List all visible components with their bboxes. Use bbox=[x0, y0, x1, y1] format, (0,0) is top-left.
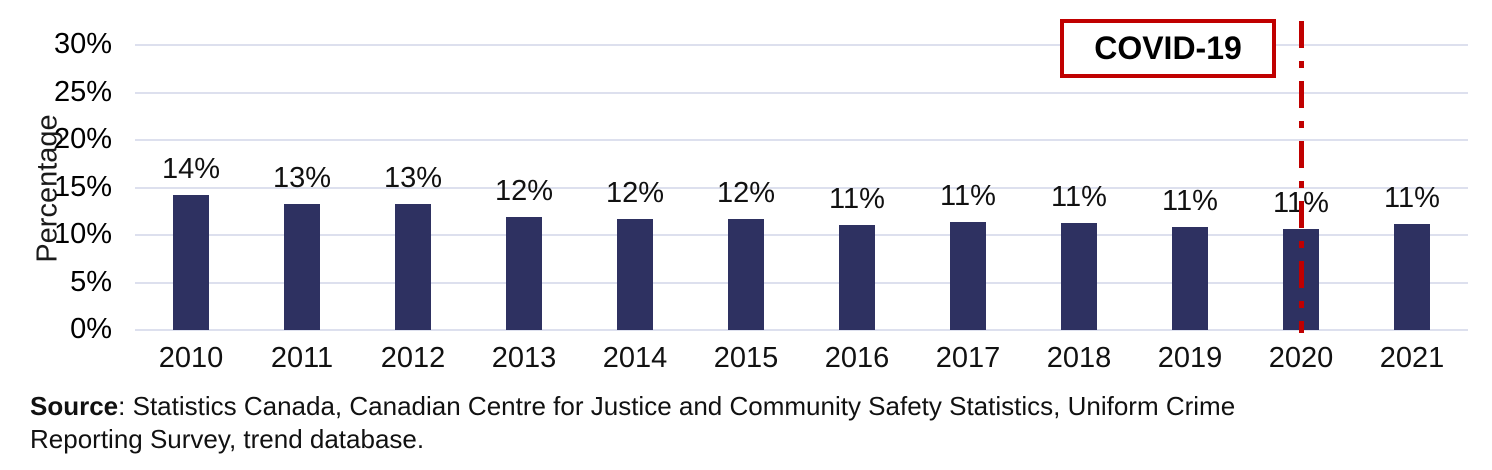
bar-value-label: 14% bbox=[161, 153, 221, 185]
x-axis-tick-label: 2016 bbox=[824, 342, 890, 374]
covid-annotation-box: COVID-19 bbox=[1060, 19, 1276, 78]
x-axis-tick-label: 2012 bbox=[380, 342, 446, 374]
x-axis-tick-label: 2020 bbox=[1268, 342, 1334, 374]
gridline bbox=[135, 44, 1468, 46]
bar-2021 bbox=[1394, 224, 1430, 330]
gridline bbox=[135, 187, 1468, 189]
x-axis-tick-label: 2010 bbox=[158, 342, 224, 374]
y-axis-tick-label: 5% bbox=[70, 266, 112, 298]
bar-2011 bbox=[284, 204, 320, 330]
bar-value-label: 13% bbox=[272, 162, 332, 194]
y-axis-tick-label: 20% bbox=[53, 123, 112, 155]
source-prefix: Source bbox=[30, 391, 119, 421]
y-axis-tick-label: 15% bbox=[53, 171, 112, 203]
y-axis-tick-label: 25% bbox=[53, 76, 112, 108]
bar-2010 bbox=[173, 195, 209, 330]
bar-value-label: 11% bbox=[940, 180, 996, 212]
bar-2016 bbox=[839, 225, 875, 330]
x-axis-tick-label: 2015 bbox=[713, 342, 779, 374]
y-axis-tick-label: 10% bbox=[53, 218, 112, 250]
bar-2014 bbox=[617, 219, 653, 330]
x-axis-tick-label: 2019 bbox=[1157, 342, 1223, 374]
covid-dash-dot-line-icon bbox=[1299, 21, 1304, 333]
x-axis-tick-label: 2011 bbox=[270, 342, 334, 374]
bar-2019 bbox=[1172, 227, 1208, 330]
source-note: Source: Statistics Canada, Canadian Cent… bbox=[30, 390, 1310, 456]
bar-2015 bbox=[728, 219, 764, 330]
x-axis-tick-label: 2018 bbox=[1046, 342, 1112, 374]
gridline bbox=[135, 329, 1468, 331]
x-axis-tick-label: 2021 bbox=[1379, 342, 1445, 374]
covid-annotation-label: COVID-19 bbox=[1094, 30, 1242, 66]
gridline bbox=[135, 234, 1468, 236]
bar-2018 bbox=[1061, 223, 1097, 330]
gridline bbox=[135, 282, 1468, 284]
bar-value-label: 12% bbox=[605, 177, 665, 209]
bar-2013 bbox=[506, 217, 542, 330]
bar-value-label: 11% bbox=[1384, 182, 1440, 214]
bar-2012 bbox=[395, 204, 431, 330]
y-axis-tick-label: 0% bbox=[70, 313, 112, 345]
x-axis-tick-label: 2013 bbox=[491, 342, 557, 374]
gridline bbox=[135, 92, 1468, 94]
x-axis-tick-label: 2017 bbox=[935, 342, 1001, 374]
x-axis-tick-label: 2014 bbox=[602, 342, 668, 374]
bar-value-label: 13% bbox=[383, 162, 443, 194]
bar-value-label: 12% bbox=[494, 175, 554, 207]
bar-value-label: 11% bbox=[1051, 181, 1107, 213]
gridline bbox=[135, 139, 1468, 141]
bar-value-label: 11% bbox=[1162, 185, 1218, 217]
source-text: : Statistics Canada, Canadian Centre for… bbox=[30, 391, 1236, 454]
y-axis-tick-label: 30% bbox=[53, 28, 112, 60]
bar-2017 bbox=[950, 222, 986, 330]
bar-value-label: 12% bbox=[716, 177, 776, 209]
bar-value-label: 11% bbox=[829, 183, 885, 215]
